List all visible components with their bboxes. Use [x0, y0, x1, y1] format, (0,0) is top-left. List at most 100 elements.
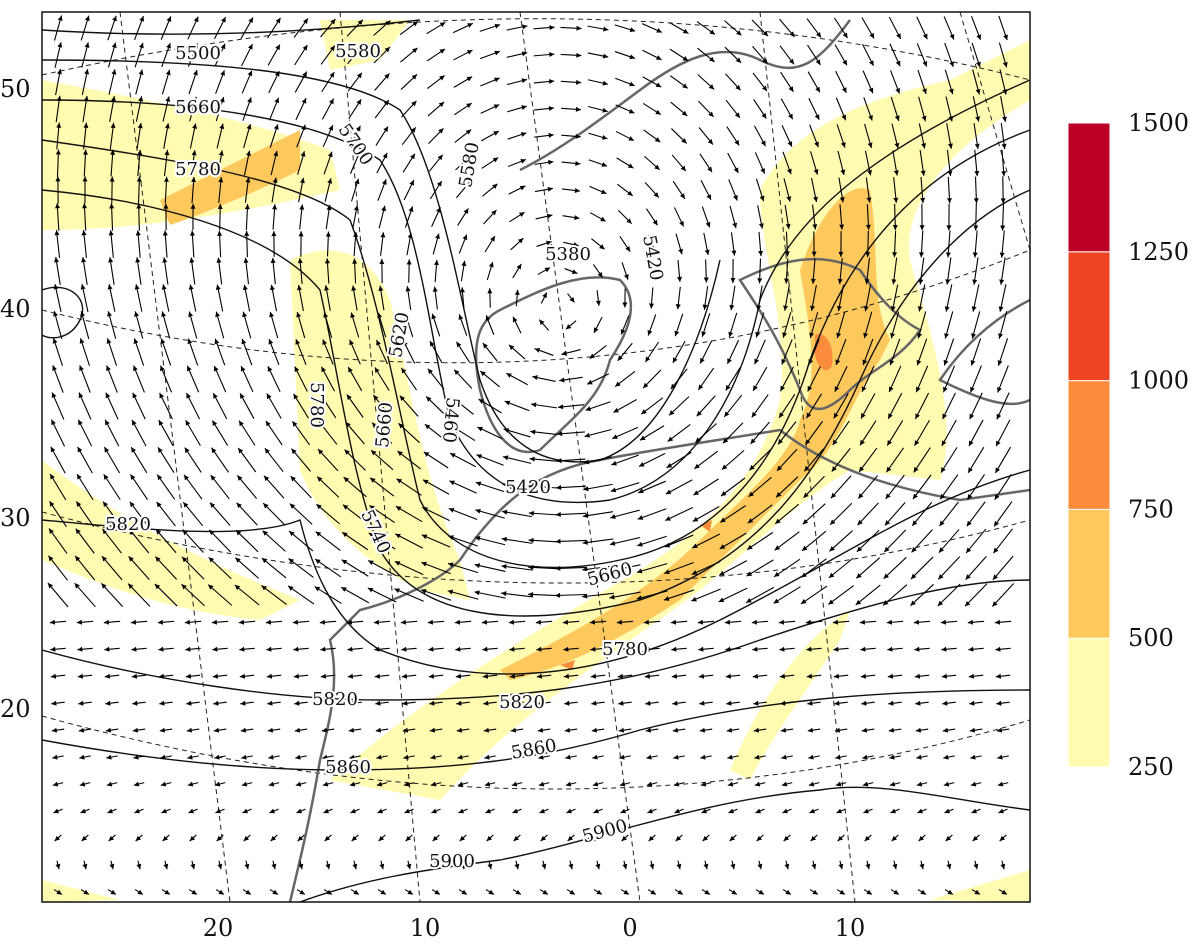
wind-arrow: [261, 557, 287, 579]
arrow-head: [348, 727, 355, 733]
wind-arrow: [780, 727, 794, 733]
arrow-head: [429, 700, 435, 706]
wind-arrow: [774, 531, 800, 551]
arrow-head: [157, 619, 164, 625]
wind-arrow: [889, 43, 901, 67]
wind-arrow: [998, 284, 1007, 312]
colorbar-segment: [1067, 508, 1111, 639]
arrow-head: [426, 396, 432, 402]
arrow-head: [996, 700, 1002, 706]
wind-arrow: [590, 646, 606, 652]
arrow-head: [299, 177, 305, 184]
arrow-shaft: [555, 566, 587, 570]
arrow-head: [664, 542, 671, 548]
wind-arrow: [1000, 176, 1006, 204]
arrow-head: [725, 646, 731, 652]
wind-arrow: [509, 211, 525, 223]
arrow-head: [266, 646, 272, 652]
arrow-head: [563, 646, 569, 652]
wind-arrow: [642, 76, 662, 88]
arrow-head: [945, 252, 951, 258]
arrow-head: [322, 754, 328, 760]
wind-arrow: [996, 727, 1010, 733]
arrow-head: [890, 332, 896, 339]
wind-vectors: [47, 15, 1015, 895]
arrow-head: [973, 863, 979, 870]
arrow-head: [459, 835, 466, 842]
arrow-head: [351, 285, 357, 291]
wind-arrow: [427, 368, 445, 390]
arrow-head: [976, 61, 981, 68]
arrow-head: [50, 646, 56, 652]
arrow-head: [609, 540, 616, 546]
wind-arrow: [758, 231, 764, 257]
arrow-head: [428, 646, 434, 652]
wind-arrow: [756, 834, 764, 842]
wind-arrow: [969, 700, 983, 706]
arrow-head: [654, 164, 660, 170]
arrow-head: [517, 238, 524, 244]
wind-arrow: [703, 860, 709, 870]
arrow-shaft: [101, 555, 123, 581]
arrow-head: [81, 835, 88, 842]
arrow-shaft: [609, 536, 641, 546]
wind-arrow: [134, 15, 145, 41]
arrow-head: [622, 302, 628, 308]
wind-arrow: [784, 860, 790, 870]
arrow-head: [861, 700, 867, 706]
wind-arrow: [810, 177, 818, 203]
arrow-head: [435, 233, 440, 240]
wind-arrow: [210, 474, 230, 500]
wind-arrow: [910, 556, 934, 580]
arrow-shaft: [287, 585, 315, 605]
arrow-head: [110, 149, 116, 155]
wind-arrow: [158, 673, 174, 679]
arrow-head: [648, 835, 655, 842]
wind-arrow: [587, 52, 609, 59]
wind-arrow: [215, 284, 224, 312]
arrow-head: [860, 439, 865, 446]
arrow-head: [351, 835, 358, 842]
wind-arrow: [620, 889, 630, 895]
arrow-head: [888, 700, 894, 706]
arrow-head: [137, 123, 143, 129]
arrow-head: [321, 727, 328, 733]
wind-arrow: [132, 700, 146, 706]
wind-arrow: [510, 700, 524, 706]
arrow-head: [541, 863, 547, 870]
wind-arrow: [835, 338, 847, 366]
arrow-head: [83, 95, 89, 102]
wind-arrow: [268, 338, 280, 366]
contour-label: 5700: [334, 120, 377, 170]
wind-arrow: [691, 533, 721, 549]
wind-arrow: [241, 70, 253, 94]
arrow-head: [753, 700, 759, 706]
arrow-head: [103, 619, 110, 625]
arrow-head: [617, 646, 623, 652]
arrow-head: [401, 367, 407, 374]
arrow-head: [163, 863, 169, 870]
wind-arrow: [937, 556, 961, 580]
wind-arrow: [555, 538, 587, 544]
arrow-head: [447, 562, 454, 568]
arrow-head: [112, 15, 117, 22]
arrow-head: [868, 115, 873, 121]
wind-arrow: [560, 106, 582, 112]
arrow-shaft: [314, 558, 342, 578]
arrow-head: [182, 529, 188, 535]
wind-arrow: [834, 44, 848, 66]
wind-arrow: [999, 230, 1005, 258]
wind-arrow: [211, 447, 229, 473]
wind-arrow: [807, 366, 821, 392]
arrow-head: [892, 252, 898, 258]
arrow-head: [917, 306, 923, 312]
arrow-head: [110, 122, 116, 129]
arrow-head: [975, 88, 981, 95]
arrow-head: [267, 700, 273, 706]
arrow-head: [398, 423, 404, 429]
wind-arrow: [431, 889, 441, 895]
wind-arrow: [373, 46, 391, 64]
wind-arrow: [431, 207, 441, 227]
arrow-shaft: [582, 511, 614, 517]
arrow-head: [619, 754, 625, 760]
